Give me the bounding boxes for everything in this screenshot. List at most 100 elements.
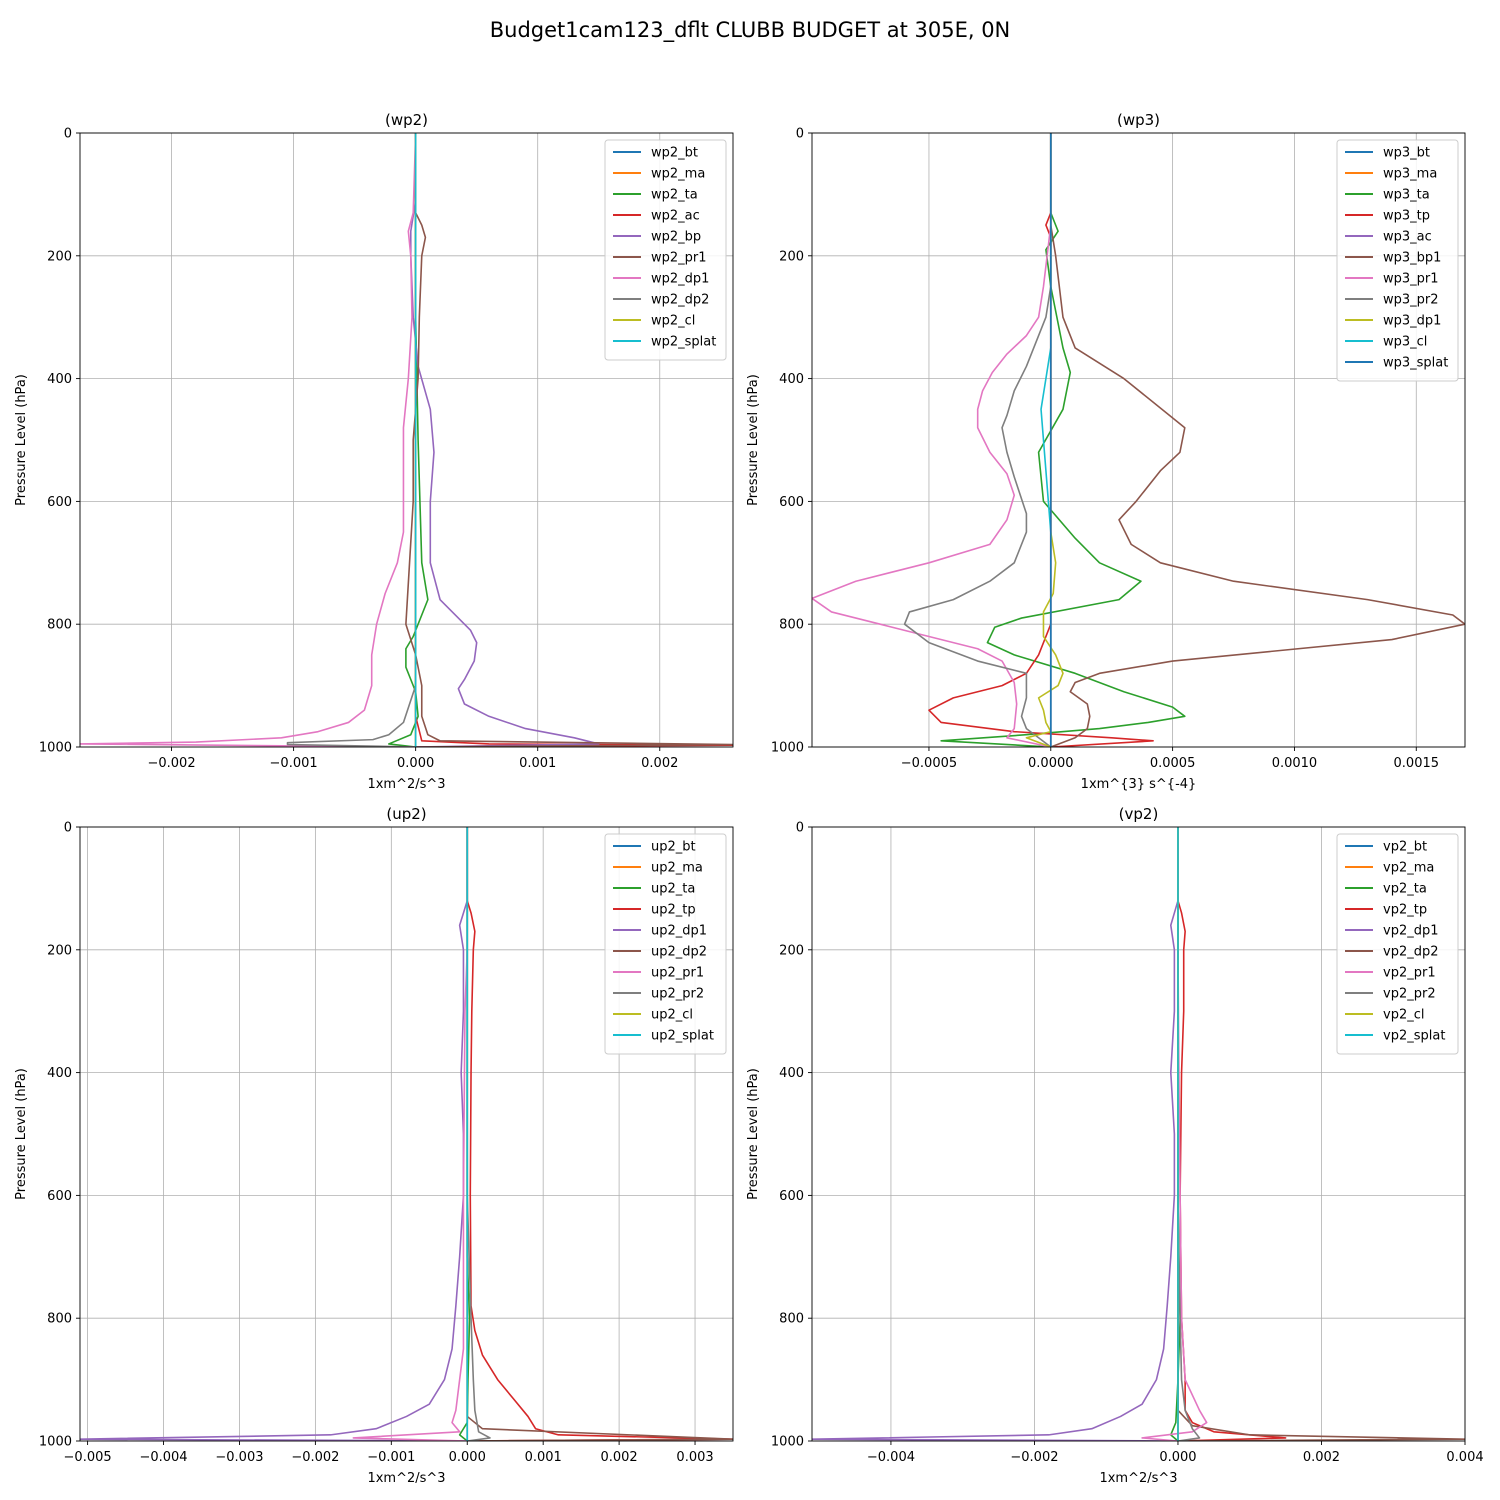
y-tick-label: 800 [779,618,804,633]
legend-label-up2_cl: up2_cl [651,1008,693,1023]
panel-title: (up2) [386,805,426,823]
x-tick-label: 0.001 [519,756,556,771]
x-tick-label: −0.002 [291,1450,339,1465]
legend-label-wp3_bp1: wp3_bp1 [1383,251,1441,266]
y-tick-label: 1000 [39,1435,72,1450]
x-tick-label: 0.004 [1446,1450,1483,1465]
legend-label-up2_ta: up2_ta [651,882,695,897]
y-tick-label: 200 [47,943,72,958]
series-line-wp3_ta [940,133,1186,747]
y-tick-label: 400 [779,1066,804,1081]
series-line-wp3_pr1 [812,133,1052,747]
x-tick-label: 0.000 [397,756,434,771]
legend: wp3_bt wp3_ma wp3_ta wp3_tp wp3_ac wp3_bp1 wp3… [1336,139,1459,382]
figure-title: Budget1cam123_dflt CLUBB BUDGET at 305E,… [490,18,1011,43]
legend-label-wp3_pr1: wp3_pr1 [1383,272,1439,287]
legend-label-wp2_ta: wp2_ta [651,188,698,203]
x-tick-label: −0.004 [867,1450,915,1465]
legend-label-wp2_dp2: wp2_dp2 [651,293,709,308]
x-tick-label: −0.005 [64,1450,112,1465]
plot-frame [79,132,734,748]
x-tick-label: 0.001 [525,1450,562,1465]
y-tick-label: 400 [47,1066,72,1081]
legend-label-wp2_bt: wp2_bt [651,146,698,161]
legend-label-vp2_ta: vp2_ta [1383,882,1427,897]
chart-panel-2: −0.0005 0.0000 0.0005 0.0010 0.0015 0 200 400 60… [746,111,1466,792]
legend-label-wp3_ta: wp3_ta [1383,188,1430,203]
y-tick-label: 0 [64,127,72,142]
legend-label-up2_ma: up2_ma [651,861,703,876]
y-tick-label: 0 [64,821,72,836]
legend-label-vp2_bt: vp2_bt [1383,840,1427,855]
legend-label-vp2_ma: vp2_ma [1383,861,1434,876]
x-tick-label: −0.001 [270,756,318,771]
x-tick-label: 0.002 [641,756,678,771]
x-tick-label: −0.0005 [901,756,957,771]
legend-label-wp3_tp: wp3_tp [1383,209,1430,224]
series-group [812,133,1465,747]
legend-label-wp3_pr2: wp3_pr2 [1383,293,1439,308]
x-tick-label: −0.001 [367,1450,415,1465]
chart-panel-3: −0.005 −0.004 −0.003 −0.002 −0.001 0.000 0.001… [14,805,734,1486]
y-axis-label: Pressure Level (hPa) [14,1068,29,1200]
series-group [80,827,733,1441]
x-axis-label: 1xm^{3} s^{-4} [1081,777,1197,792]
legend-label-wp3_ac: wp3_ac [1383,230,1432,245]
x-tick-label: −0.004 [139,1450,187,1465]
y-tick-label: 200 [779,943,804,958]
legend-label-vp2_pr2: vp2_pr2 [1383,987,1436,1002]
y-tick-label: 200 [779,249,804,264]
x-tick-label: 0.0005 [1150,756,1196,771]
legend-label-wp2_splat: wp2_splat [651,335,716,350]
y-tick-label: 400 [779,372,804,387]
x-tick-label: 0.002 [1303,1450,1340,1465]
x-tick-label: 0.003 [676,1450,713,1465]
legend-label-wp3_splat: wp3_splat [1383,356,1448,371]
x-tick-label: −0.003 [215,1450,263,1465]
y-tick-label: 600 [779,1189,804,1204]
series-group [80,133,733,747]
y-tick-label: 0 [796,821,804,836]
y-tick-label: 600 [47,1189,72,1204]
legend-label-vp2_tp: vp2_tp [1383,903,1427,918]
y-tick-label: 800 [779,1312,804,1327]
x-tick-label: 0.000 [449,1450,486,1465]
legend-label-wp3_dp1: wp3_dp1 [1383,314,1441,329]
x-tick-label: 0.0010 [1272,756,1318,771]
x-tick-label: 0.0015 [1394,756,1440,771]
x-tick-label: −0.002 [147,756,195,771]
y-axis-label: Pressure Level (hPa) [14,374,29,506]
panels: −0.002 −0.001 0.000 0.001 0.002 0 200 400 600 800… [14,111,1484,1486]
x-tick-label: 0.000 [1159,1450,1196,1465]
chart-panel-4: −0.004 −0.002 0.000 0.002 0.004 0 200 400 600 800… [746,805,1484,1486]
x-tick-label: 0.002 [600,1450,637,1465]
x-tick-label: 0.0000 [1028,756,1074,771]
legend-label-vp2_dp2: vp2_dp2 [1383,945,1439,960]
x-tick-label: −0.002 [1010,1450,1058,1465]
legend-label-wp3_bt: wp3_bt [1383,146,1430,161]
series-line-up2_dp1 [80,827,469,1441]
legend-label-up2_bt: up2_bt [651,840,696,855]
legend-label-vp2_splat: vp2_splat [1383,1029,1445,1044]
y-tick-label: 600 [47,495,72,510]
plot-frame [811,826,1466,1442]
series-line-vp2_dp1 [812,827,1179,1441]
series-group [812,827,1465,1441]
series-line-wp2_pr1 [405,133,733,747]
series-line-wp3_tp [928,133,1154,747]
y-tick-label: 800 [47,618,72,633]
legend-label-up2_pr1: up2_pr1 [651,966,704,981]
legend-label-up2_pr2: up2_pr2 [651,987,704,1002]
legend-label-up2_splat: up2_splat [651,1029,714,1044]
legend-label-wp2_ac: wp2_ac [651,209,700,224]
y-tick-label: 400 [47,372,72,387]
y-tick-label: 1000 [39,741,72,756]
legend: up2_bt up2_ma up2_ta up2_tp up2_dp1 up2_dp2up… [604,833,727,1055]
legend-label-wp2_bp: wp2_bp [651,230,701,245]
series-line-up2_tp [466,827,733,1441]
legend-label-up2_tp: up2_tp [651,903,696,918]
y-tick-label: 600 [779,495,804,510]
legend-label-wp2_cl: wp2_cl [651,314,695,329]
legend: vp2_bt vp2_ma vp2_ta vp2_tp vp2_dp1 vp2_dp2vp… [1336,833,1459,1055]
